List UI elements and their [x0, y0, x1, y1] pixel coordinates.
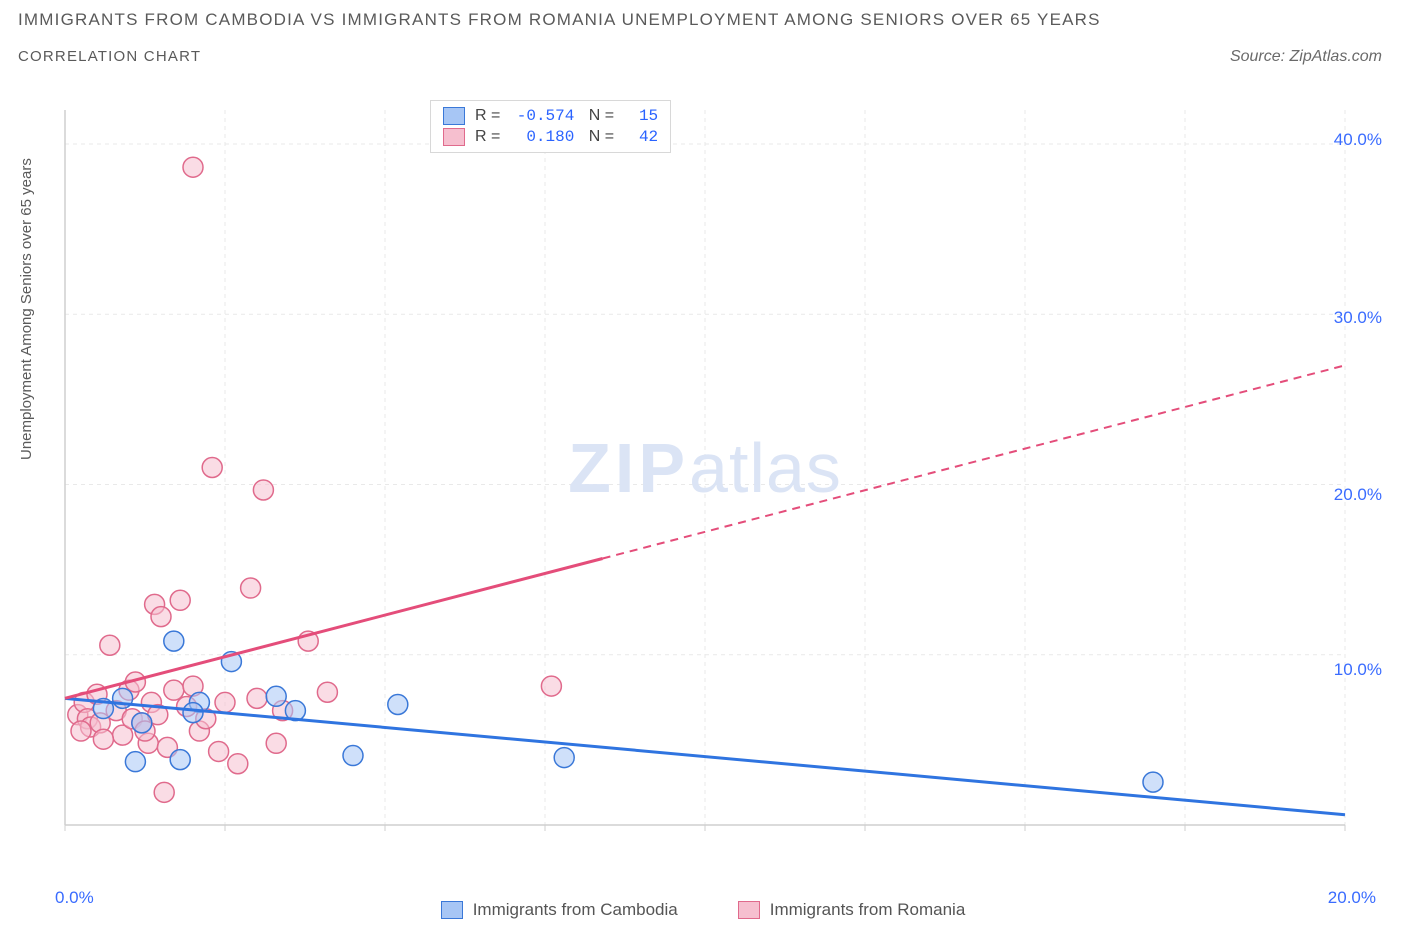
x-tick-20: 20.0%	[1328, 888, 1376, 908]
n-label: N =	[584, 107, 614, 125]
y-tick-20: 20.0%	[1334, 485, 1382, 505]
chart-title: IMMIGRANTS FROM CAMBODIA VS IMMIGRANTS F…	[18, 10, 1101, 30]
r-value-romania: 0.180	[510, 128, 574, 146]
n-value-romania: 42	[624, 128, 658, 146]
legend-item-cambodia: Immigrants from Cambodia	[441, 900, 678, 920]
y-tick-30: 30.0%	[1334, 308, 1382, 328]
r-value-cambodia: -0.574	[510, 107, 574, 125]
y-tick-40: 40.0%	[1334, 130, 1382, 150]
n-label: N =	[584, 128, 614, 146]
y-tick-10: 10.0%	[1334, 660, 1382, 680]
stats-legend: R = -0.574 N = 15 R = 0.180 N = 42	[430, 100, 671, 153]
chart-area: ZIPatlas	[60, 100, 1350, 835]
swatch-romania	[443, 128, 465, 146]
chart-title-block: IMMIGRANTS FROM CAMBODIA VS IMMIGRANTS F…	[18, 10, 1101, 65]
swatch-cambodia	[443, 107, 465, 125]
x-tick-0: 0.0%	[55, 888, 94, 908]
y-axis-label: Unemployment Among Seniors over 65 years	[18, 158, 35, 460]
n-value-cambodia: 15	[624, 107, 658, 125]
legend-item-romania: Immigrants from Romania	[738, 900, 966, 920]
stats-row-cambodia: R = -0.574 N = 15	[443, 107, 658, 125]
swatch-romania-bottom	[738, 901, 760, 919]
chart-subtitle: CORRELATION CHART	[18, 48, 1101, 65]
stats-row-romania: R = 0.180 N = 42	[443, 128, 658, 146]
bottom-legend: Immigrants from Cambodia Immigrants from…	[0, 900, 1406, 920]
scatter-plot	[60, 100, 1350, 835]
r-label: R =	[475, 107, 500, 125]
legend-label-romania: Immigrants from Romania	[770, 900, 966, 920]
r-label: R =	[475, 128, 500, 146]
source-label: Source: ZipAtlas.com	[1230, 48, 1382, 66]
legend-label-cambodia: Immigrants from Cambodia	[473, 900, 678, 920]
swatch-cambodia-bottom	[441, 901, 463, 919]
